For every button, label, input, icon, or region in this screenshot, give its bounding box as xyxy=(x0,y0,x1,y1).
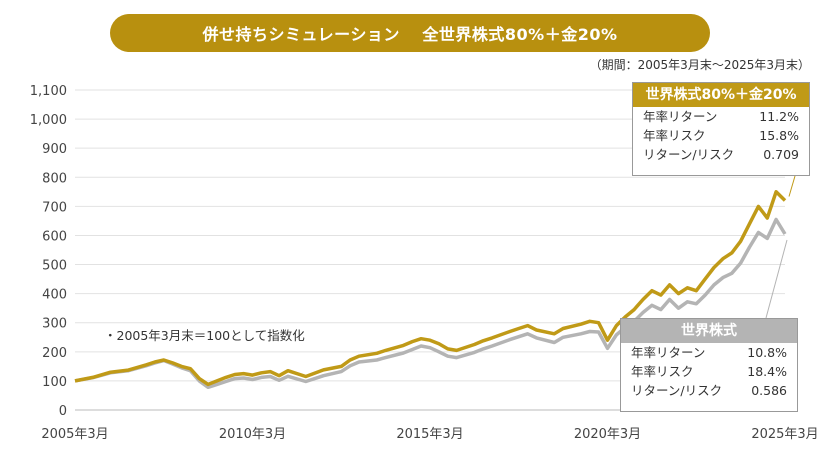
y-tick-label: 1,100 xyxy=(30,84,67,99)
stats-row: 年率リターン 11.2% xyxy=(633,107,809,126)
y-tick-label: 1,000 xyxy=(30,113,67,128)
stats-value: 11.2% xyxy=(759,109,799,124)
period-label: （期間：2005年3月末～2025年3月末） xyxy=(589,58,810,72)
stats-row: 年率リスク 15.8% xyxy=(633,126,809,145)
y-tick-label: 400 xyxy=(42,288,67,303)
series-line-stock xyxy=(74,217,787,390)
stats-value: 10.8% xyxy=(747,345,787,360)
x-tick-label: 2015年3月 xyxy=(396,427,463,442)
stats-box-stock-title: 世界株式 xyxy=(621,319,797,343)
stats-row: リターン/リスク 0.586 xyxy=(621,381,797,400)
x-tick-label: 2020年3月 xyxy=(574,427,641,442)
stats-row: リターン/リスク 0.709 xyxy=(633,145,809,164)
index-note: ・2005年3月末＝100として指数化 xyxy=(104,328,305,343)
y-tick-label: 800 xyxy=(42,171,67,186)
y-tick-label: 300 xyxy=(42,317,67,332)
stats-label: リターン/リスク xyxy=(631,383,723,398)
x-tick-label: 2025年3月 xyxy=(751,427,818,442)
stats-value: 18.4% xyxy=(747,364,787,379)
stats-box-mix: 世界株式80%＋金20% 年率リターン 11.2% 年率リスク 15.8% リタ… xyxy=(632,82,810,176)
stats-label: 年率リスク xyxy=(643,128,706,143)
x-tick-label: 2005年3月 xyxy=(41,427,108,442)
chart-title: 併せ持ちシミュレーション 全世界株式80%＋金20% xyxy=(110,14,710,52)
stats-label: 年率リスク xyxy=(631,364,694,379)
series-lines xyxy=(74,190,787,390)
stats-label: 年率リターン xyxy=(643,109,718,124)
x-axis: 2005年3月 2010年3月 2015年3月 2020年3月 2025年3月 xyxy=(41,427,818,442)
stats-box-mix-title: 世界株式80%＋金20% xyxy=(633,83,809,107)
stats-row: 年率リターン 10.8% xyxy=(621,343,797,362)
y-tick-label: 100 xyxy=(42,375,67,390)
leader-line-mix xyxy=(788,175,796,197)
y-tick-label: 700 xyxy=(42,200,67,215)
series-line-mix xyxy=(74,190,787,387)
y-axis: 0 100 200 300 400 500 600 700 800 900 1,000 1,100 xyxy=(30,84,67,419)
leader-line-stock xyxy=(765,239,788,319)
stats-label: リターン/リスク xyxy=(643,147,735,162)
stats-value: 0.586 xyxy=(751,383,787,398)
y-tick-label: 600 xyxy=(42,229,67,244)
y-tick-label: 900 xyxy=(42,142,67,157)
x-tick-label: 2010年3月 xyxy=(219,427,286,442)
y-tick-label: 500 xyxy=(42,259,67,274)
y-tick-label: 200 xyxy=(42,346,67,361)
stats-row: 年率リスク 18.4% xyxy=(621,362,797,381)
y-tick-label: 0 xyxy=(59,404,67,419)
stats-label: 年率リターン xyxy=(631,345,706,360)
leader-lines xyxy=(765,175,796,319)
stats-value: 15.8% xyxy=(759,128,799,143)
stats-box-stock: 世界株式 年率リターン 10.8% 年率リスク 18.4% リターン/リスク 0… xyxy=(620,318,798,412)
stats-value: 0.709 xyxy=(763,147,799,162)
